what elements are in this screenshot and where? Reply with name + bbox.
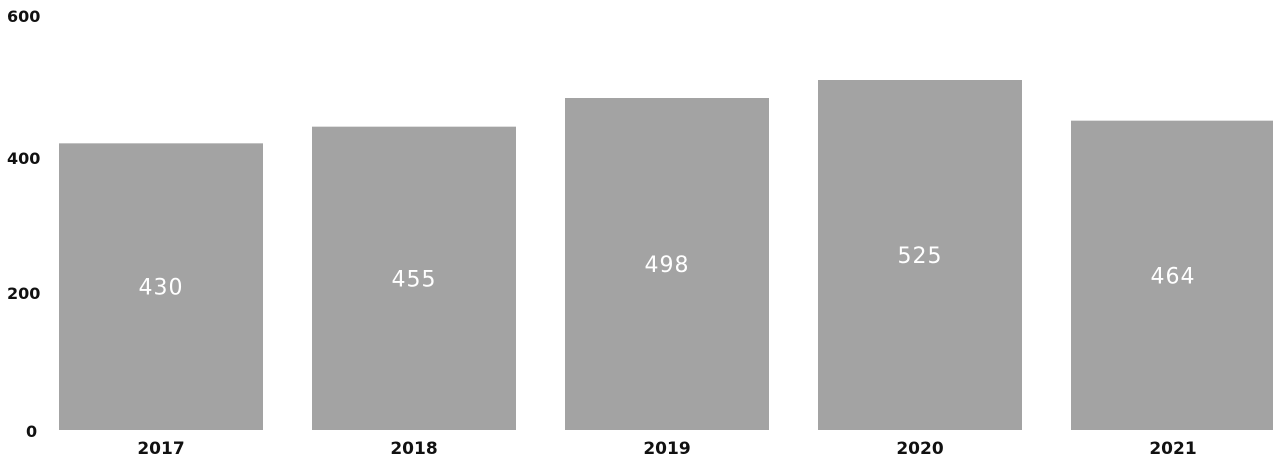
y-axis: 600 400 200 0	[7, 7, 40, 441]
bar-2020	[818, 80, 1022, 430]
x-tick-label-2017: 2017	[137, 439, 184, 459]
y-tick-label-600: 600	[7, 7, 40, 26]
x-tick-label-2018: 2018	[390, 439, 437, 459]
value-label-2019: 498	[645, 253, 690, 278]
y-tick-label-0: 0	[26, 422, 37, 441]
x-tick-label-2019: 2019	[643, 439, 690, 459]
value-label-2021: 464	[1151, 264, 1196, 289]
x-axis: 2017 2018 2019 2020 2021	[137, 439, 1196, 459]
value-labels-group: 430 455 498 525 464	[139, 244, 1196, 301]
bars-group	[59, 80, 1273, 431]
bar-2019	[565, 98, 769, 430]
bar-2017	[59, 143, 263, 431]
value-label-2020: 525	[898, 244, 943, 269]
y-tick-label-400: 400	[7, 149, 40, 168]
bar-2021	[1071, 120, 1273, 431]
bar-2018	[312, 126, 516, 431]
x-tick-label-2021: 2021	[1149, 439, 1196, 459]
y-tick-label-200: 200	[7, 284, 40, 303]
value-label-2018: 455	[392, 267, 437, 292]
value-label-2017: 430	[139, 276, 184, 301]
x-tick-label-2020: 2020	[896, 439, 943, 459]
